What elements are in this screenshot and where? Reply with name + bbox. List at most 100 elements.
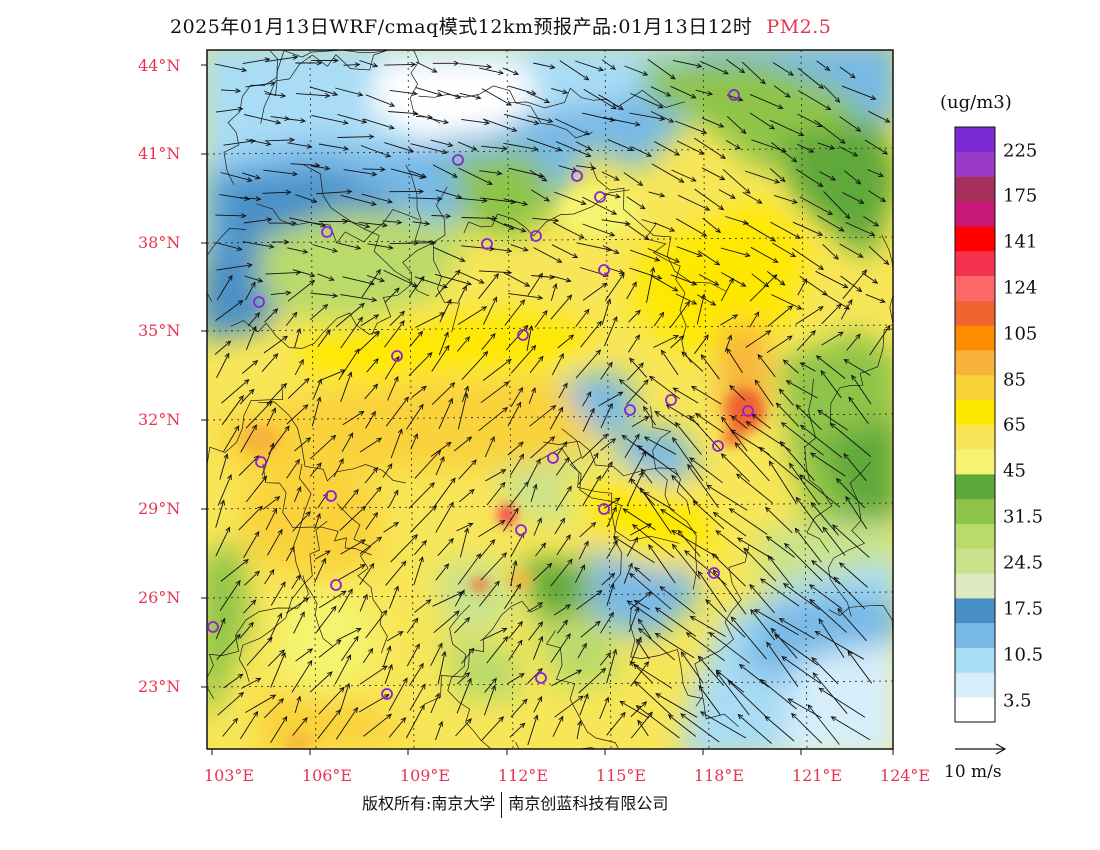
wind-arrow-icon bbox=[363, 118, 395, 130]
wind-arrow-icon bbox=[507, 673, 525, 685]
wind-arrow-icon bbox=[868, 110, 891, 123]
wind-arrow-icon bbox=[771, 142, 798, 163]
wind-arrow-icon bbox=[484, 435, 495, 458]
wind-arrow-icon bbox=[458, 285, 467, 302]
wind-arrow-icon bbox=[736, 473, 774, 504]
wind-arrow-icon bbox=[367, 243, 394, 250]
wind-arrow-icon bbox=[626, 281, 637, 300]
wind-arrow-icon bbox=[338, 588, 353, 613]
wind-arrow-icon bbox=[750, 246, 779, 263]
wind-arrow-icon bbox=[639, 487, 672, 534]
wind-arrow-icon bbox=[844, 170, 862, 185]
wind-arrow-icon bbox=[431, 213, 452, 219]
boundary-line bbox=[545, 630, 646, 750]
wind-arrow-icon bbox=[628, 606, 640, 633]
wind-arrow-icon bbox=[689, 615, 726, 637]
concentration-field bbox=[207, 50, 893, 749]
wind-arrow-icon bbox=[810, 501, 839, 536]
wind-arrow-icon bbox=[340, 539, 367, 555]
wind-arrow-icon bbox=[770, 221, 801, 239]
boundary-line bbox=[650, 406, 698, 590]
wind-arrow-icon bbox=[456, 677, 472, 714]
wind-arrow-icon bbox=[680, 713, 720, 743]
wind-arrow-icon bbox=[795, 168, 824, 187]
wind-arrow-icon bbox=[479, 539, 496, 559]
wind-arrow-icon bbox=[759, 679, 797, 710]
wind-arrow-icon bbox=[754, 379, 774, 407]
wind-arrow-icon bbox=[406, 643, 420, 667]
wind-arrow-icon bbox=[529, 169, 548, 182]
wind-arrow-icon bbox=[726, 347, 743, 373]
wind-arrow-icon bbox=[835, 477, 866, 509]
wind-arrow-icon bbox=[692, 500, 725, 530]
city-marker-icon bbox=[535, 672, 547, 684]
wind-arrow-icon bbox=[737, 713, 772, 744]
colorbar-label: 65 bbox=[1003, 414, 1026, 436]
wind-arrow-icon bbox=[670, 274, 698, 286]
wind-arrow-icon bbox=[674, 421, 702, 455]
wind-arrow-icon bbox=[600, 361, 613, 380]
wind-arrow-icon bbox=[410, 433, 418, 450]
wind-arrow-icon bbox=[295, 93, 331, 99]
wind-arrow-icon bbox=[365, 511, 378, 530]
colorbar-swatch bbox=[955, 697, 995, 723]
colorbar-swatch bbox=[955, 622, 995, 648]
city-marker-icon bbox=[665, 394, 677, 406]
wind-arrow-icon bbox=[503, 272, 531, 287]
wind-arrow-icon bbox=[510, 698, 528, 718]
lon-label: 106°E bbox=[301, 766, 353, 785]
wind-arrow-icon bbox=[433, 246, 466, 262]
wind-arrow-icon bbox=[317, 329, 331, 348]
wind-arrow-icon bbox=[384, 663, 393, 684]
wind-arrow-icon bbox=[406, 403, 424, 430]
wind-arrow-icon bbox=[361, 193, 393, 204]
wind-arrow-icon bbox=[550, 633, 571, 663]
wind-arrow-icon bbox=[742, 192, 763, 204]
wind-arrow-icon bbox=[461, 647, 475, 664]
wind-arrow-icon bbox=[431, 382, 456, 406]
wind-arrow-icon bbox=[636, 638, 650, 660]
wind-arrow-icon bbox=[360, 314, 380, 327]
wind-arrow-icon bbox=[671, 474, 698, 504]
wind-arrow-icon bbox=[603, 192, 621, 199]
wind-arrow-icon bbox=[264, 92, 287, 99]
wind-arrow-icon bbox=[677, 529, 701, 557]
wind-arrow-icon bbox=[772, 62, 794, 76]
wind-arrow-icon bbox=[845, 221, 876, 237]
wind-arrow-icon bbox=[797, 278, 808, 296]
wind-arrow-icon bbox=[482, 118, 518, 132]
lon-label: 118°E bbox=[693, 766, 745, 785]
wind-arrow-icon bbox=[340, 194, 377, 207]
wind-arrow-icon bbox=[263, 335, 289, 354]
wind-arrow-icon bbox=[821, 331, 844, 346]
wind-arrow-icon bbox=[295, 648, 314, 662]
wind-arrow-icon bbox=[243, 599, 257, 614]
wind-arrow-icon bbox=[599, 696, 610, 720]
lat-label: 26°N bbox=[138, 588, 181, 607]
wind-arrow-icon bbox=[215, 617, 226, 640]
wind-arrow-icon bbox=[338, 564, 366, 581]
wind-arrow-icon bbox=[359, 60, 379, 68]
wind-arrow-icon bbox=[643, 492, 675, 512]
wind-arrow-icon bbox=[600, 402, 613, 429]
wind-arrow-icon bbox=[480, 552, 508, 581]
wind-arrow-icon bbox=[454, 617, 471, 634]
wind-arrow-icon bbox=[742, 221, 777, 242]
wind-arrow-icon bbox=[532, 562, 553, 582]
wind-arrow-icon bbox=[838, 146, 859, 157]
wind-reference-label: 10 m/s bbox=[944, 762, 1002, 782]
boundary-line bbox=[263, 49, 399, 97]
wind-arrow-icon bbox=[340, 316, 363, 349]
wind-arrow-icon bbox=[384, 142, 415, 153]
wind-arrow-icon bbox=[315, 550, 331, 560]
wind-arrow-icon bbox=[660, 508, 697, 534]
wind-arrow-icon bbox=[270, 651, 286, 688]
wind-arrow-icon bbox=[409, 170, 427, 178]
wind-arrow-icon bbox=[364, 383, 379, 400]
wind-arrow-icon bbox=[389, 89, 418, 96]
wind-arrow-icon bbox=[435, 455, 445, 476]
wind-arrow-icon bbox=[660, 349, 679, 376]
wind-arrow-icon bbox=[531, 274, 556, 280]
city-marker-icon bbox=[381, 688, 393, 700]
wind-arrow-icon bbox=[385, 396, 409, 427]
